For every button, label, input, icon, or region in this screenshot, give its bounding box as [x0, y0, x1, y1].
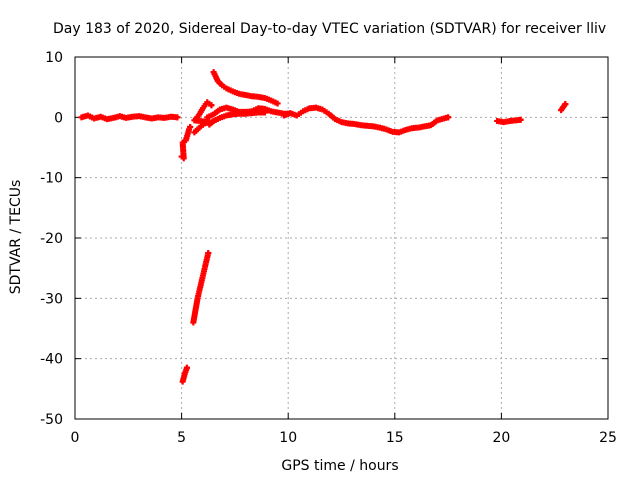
data-point	[208, 102, 215, 109]
y-tick-label: -20	[40, 231, 63, 247]
data-marks	[78, 69, 569, 385]
data-point	[174, 114, 181, 121]
data-point	[261, 109, 268, 116]
series-track-6.2-9h-lower	[206, 109, 268, 128]
data-point	[187, 123, 194, 130]
x-axis-label: GPS time / hours	[281, 458, 398, 474]
series-track-20h	[494, 116, 524, 126]
grid	[75, 57, 608, 419]
y-tick-label: 10	[45, 50, 63, 66]
y-tick-label: -50	[40, 412, 63, 428]
x-tick-label: 10	[279, 430, 297, 446]
series-track-6.5-8.5h-upper	[210, 69, 281, 107]
x-tick-label: 5	[177, 430, 186, 446]
y-tick-label: -40	[40, 352, 63, 368]
data-point	[445, 114, 452, 121]
y-axis-label: SDTVAR / TECUs	[8, 180, 24, 295]
data-point	[562, 101, 569, 108]
series-track-5h-mid	[178, 123, 194, 162]
data-point	[183, 364, 190, 371]
series-track-23h	[558, 101, 569, 114]
chart-title: Day 183 of 2020, Sidereal Day-to-day VTE…	[53, 21, 606, 37]
x-tick-label: 0	[71, 430, 80, 446]
data-point	[274, 100, 281, 107]
y-tick-label: -30	[40, 291, 63, 307]
x-tick-label: 15	[386, 430, 404, 446]
y-tick-label: -10	[40, 171, 63, 187]
series-main-track-0-5h	[78, 112, 181, 123]
data-point	[517, 116, 524, 123]
series-track-5h-lower	[179, 364, 190, 385]
x-tick-label: 25	[599, 430, 617, 446]
series-track-5.5-6.3h-steep	[190, 250, 212, 326]
x-tick-label: 20	[492, 430, 510, 446]
y-tick-label: 0	[54, 110, 63, 126]
series-track-9.8-17.5h	[280, 104, 452, 136]
series-track-5.6-6.5h-jumps	[191, 99, 215, 136]
data-point	[205, 250, 212, 257]
axis-ticks: 0 5 10 15 20 25 -50 -40 -30 -20 -10 0 10	[40, 50, 617, 446]
